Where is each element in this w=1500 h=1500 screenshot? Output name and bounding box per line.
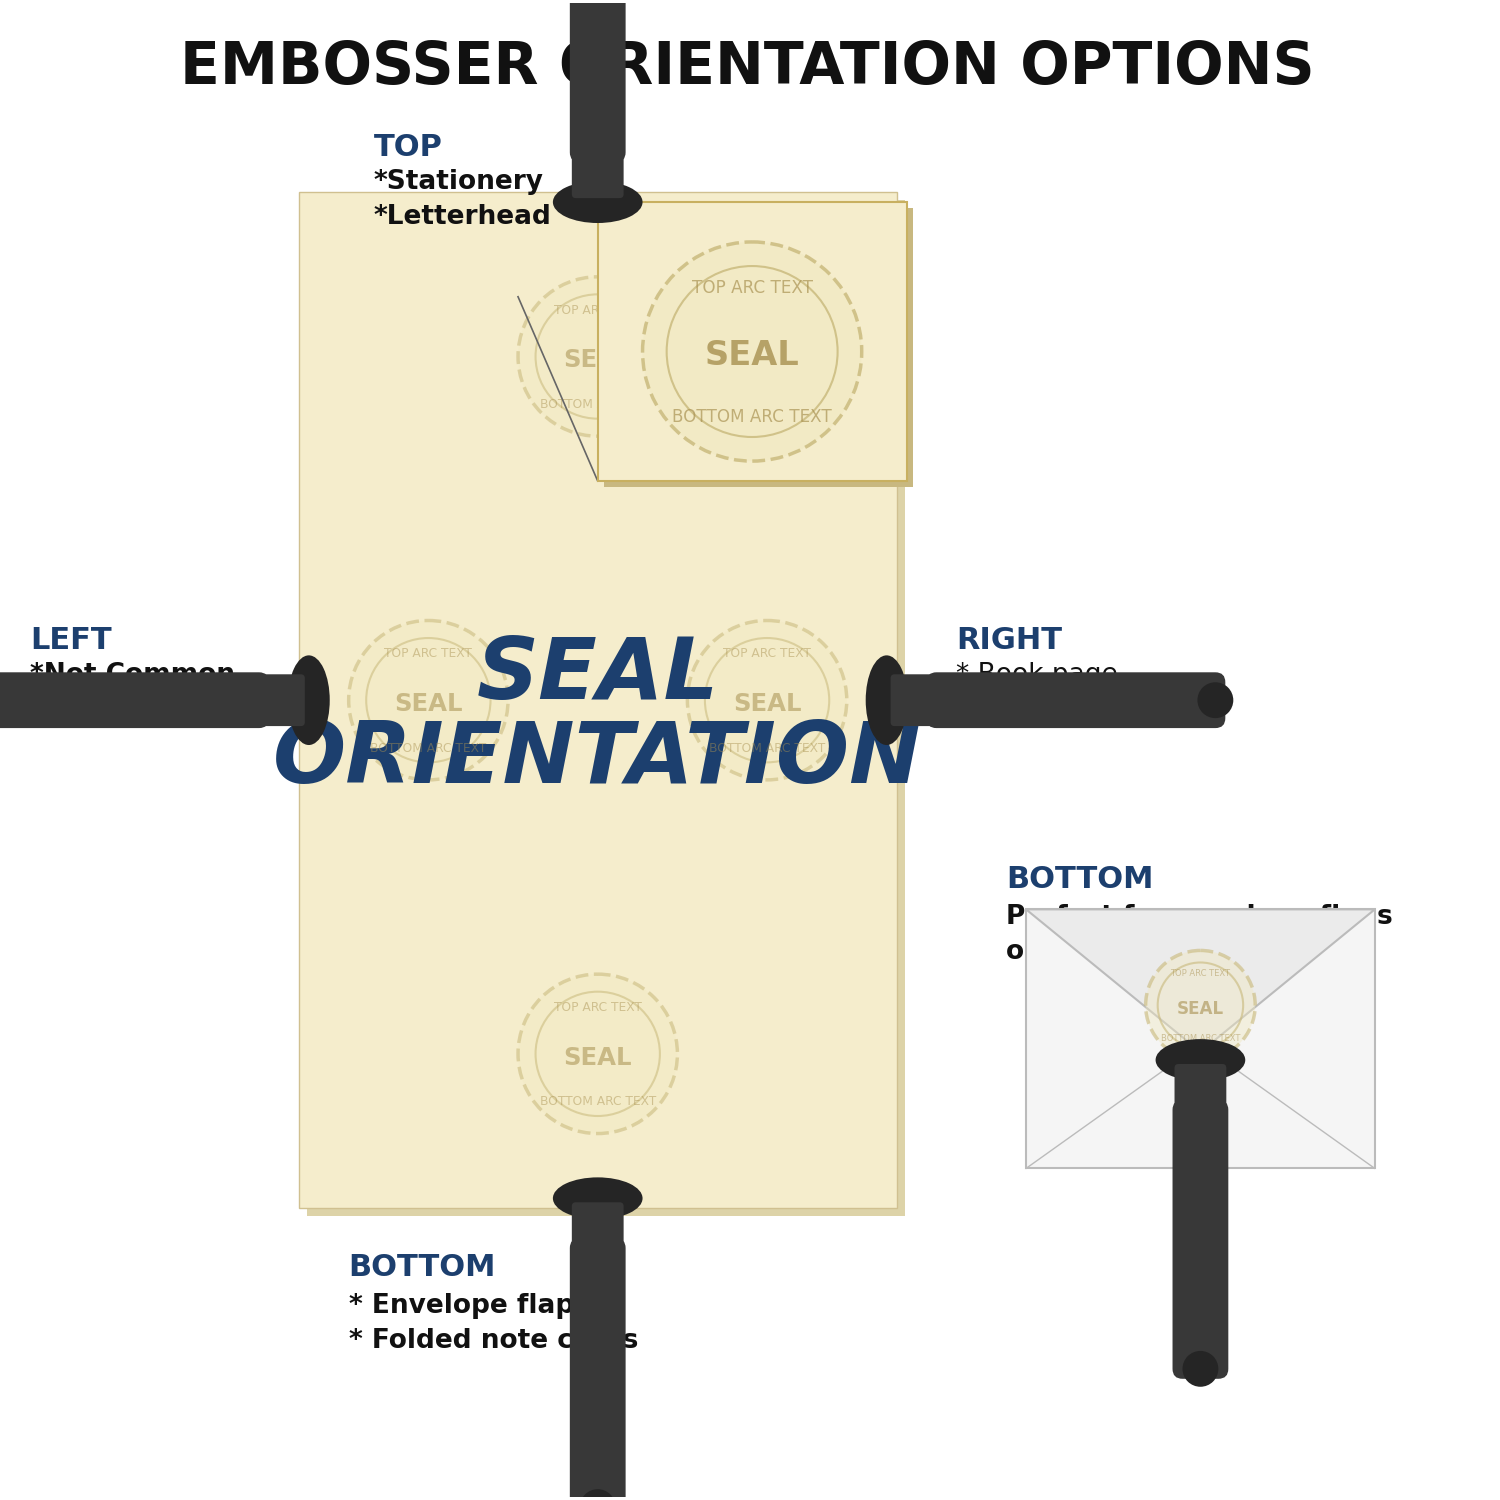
Ellipse shape xyxy=(554,182,642,224)
Text: TOP: TOP xyxy=(374,134,442,162)
Text: *Stationery: *Stationery xyxy=(374,170,543,195)
Text: TOP ARC TEXT: TOP ARC TEXT xyxy=(554,1000,642,1014)
Ellipse shape xyxy=(288,656,330,746)
FancyBboxPatch shape xyxy=(572,141,624,198)
Text: BOTTOM ARC TEXT: BOTTOM ARC TEXT xyxy=(540,1095,656,1108)
Bar xyxy=(298,192,897,1209)
Text: BOTTOM ARC TEXT: BOTTOM ARC TEXT xyxy=(710,741,825,754)
Text: BOTTOM ARC TEXT: BOTTOM ARC TEXT xyxy=(540,398,656,411)
Text: * Book page: * Book page xyxy=(957,663,1118,688)
Bar xyxy=(603,209,912,488)
Bar xyxy=(308,200,904,1216)
Ellipse shape xyxy=(1155,1040,1245,1082)
Text: SEAL: SEAL xyxy=(394,692,462,715)
FancyBboxPatch shape xyxy=(927,672,1226,728)
Text: BOTTOM ARC TEXT: BOTTOM ARC TEXT xyxy=(370,741,486,754)
Circle shape xyxy=(642,242,861,460)
FancyBboxPatch shape xyxy=(1174,1064,1227,1122)
FancyBboxPatch shape xyxy=(1173,1100,1228,1378)
Text: SEAL: SEAL xyxy=(705,339,800,372)
FancyBboxPatch shape xyxy=(891,675,948,726)
Text: * Folded note cards: * Folded note cards xyxy=(348,1328,638,1354)
Text: BOTTOM: BOTTOM xyxy=(348,1252,496,1282)
FancyBboxPatch shape xyxy=(570,0,626,162)
Text: SEAL: SEAL xyxy=(564,348,632,372)
Text: SEAL: SEAL xyxy=(1178,1000,1224,1018)
Text: RIGHT: RIGHT xyxy=(957,626,1062,656)
Circle shape xyxy=(518,974,678,1134)
Text: BOTTOM ARC TEXT: BOTTOM ARC TEXT xyxy=(1161,1034,1240,1042)
Text: TOP ARC TEXT: TOP ARC TEXT xyxy=(554,304,642,316)
Text: LEFT: LEFT xyxy=(30,626,111,656)
Text: EMBOSSER ORIENTATION OPTIONS: EMBOSSER ORIENTATION OPTIONS xyxy=(180,39,1314,96)
Ellipse shape xyxy=(1182,1352,1218,1388)
Bar xyxy=(1026,909,1376,1168)
Text: TOP ARC TEXT: TOP ARC TEXT xyxy=(692,279,813,297)
Circle shape xyxy=(1146,951,1256,1060)
Text: * Envelope flaps: * Envelope flaps xyxy=(348,1293,590,1318)
Text: TOP ARC TEXT: TOP ARC TEXT xyxy=(1170,969,1230,978)
Polygon shape xyxy=(1026,909,1376,1052)
Circle shape xyxy=(518,278,678,436)
Text: BOTTOM: BOTTOM xyxy=(1007,864,1154,894)
Circle shape xyxy=(687,621,847,780)
Text: TOP ARC TEXT: TOP ARC TEXT xyxy=(723,648,812,660)
Text: *Letterhead: *Letterhead xyxy=(374,204,552,230)
Ellipse shape xyxy=(580,1490,615,1500)
Circle shape xyxy=(348,621,508,780)
Text: Perfect for envelope flaps: Perfect for envelope flaps xyxy=(1007,904,1394,930)
Text: SEAL: SEAL xyxy=(564,1046,632,1070)
Text: TOP ARC TEXT: TOP ARC TEXT xyxy=(384,648,472,660)
FancyBboxPatch shape xyxy=(248,675,304,726)
Ellipse shape xyxy=(554,1178,642,1219)
Text: SEAL: SEAL xyxy=(734,692,801,715)
Text: BOTTOM ARC TEXT: BOTTOM ARC TEXT xyxy=(672,408,832,426)
Text: or bottom of page seals: or bottom of page seals xyxy=(1007,939,1360,966)
Ellipse shape xyxy=(1197,682,1233,718)
Text: ORIENTATION: ORIENTATION xyxy=(273,718,922,801)
Text: *Not Common: *Not Common xyxy=(30,663,236,688)
Ellipse shape xyxy=(865,656,907,746)
FancyBboxPatch shape xyxy=(570,1238,626,1500)
Text: SEAL: SEAL xyxy=(477,634,718,717)
FancyBboxPatch shape xyxy=(0,672,268,728)
Bar xyxy=(597,202,906,482)
FancyBboxPatch shape xyxy=(572,1203,624,1260)
